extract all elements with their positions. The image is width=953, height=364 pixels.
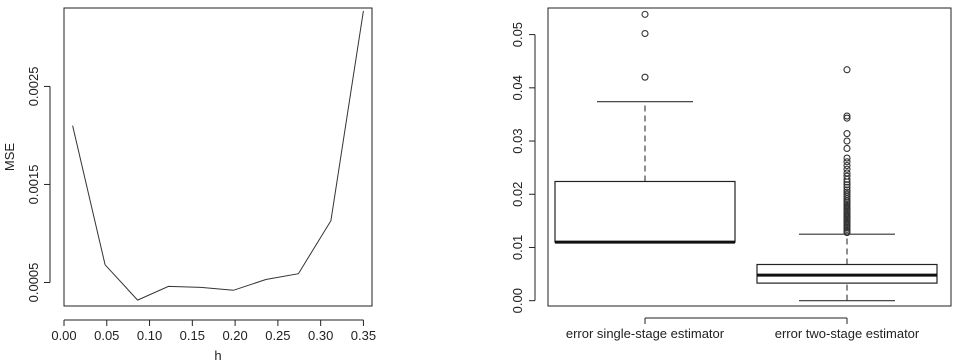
outlier-point (641, 10, 649, 18)
left-x-tick-label: 0.10 (137, 328, 162, 343)
left-y-axis-title: MSE (2, 143, 17, 172)
right-y-tick-label: 0.02 (510, 182, 525, 207)
outlier-point (843, 165, 851, 173)
outlier-point (843, 114, 851, 122)
outlier-point (843, 112, 851, 120)
outlier-point (843, 169, 851, 177)
left-y-tick-label: 0.0015 (26, 165, 41, 205)
right-category-label: error single-stage estimator (566, 326, 725, 341)
left-x-tick-label: 0.00 (51, 328, 76, 343)
outlier-point (641, 73, 649, 81)
outlier-point (843, 66, 851, 74)
outlier-point (843, 181, 851, 189)
mse-line-chart: 0.00 0.05 0.10 0.15 0.20 0.25 0.30 0.35 0.0005 0.… (2, 7, 376, 363)
right-y-tick-label: 0.00 (510, 288, 525, 313)
outlier-point (843, 130, 851, 138)
mse-series-line (72, 10, 364, 301)
left-x-tick-label: 0.05 (94, 328, 119, 343)
left-plot-frame (63, 7, 373, 307)
right-y-tick-label: 0.03 (510, 128, 525, 153)
right-category-label: error two-stage estimator (775, 326, 920, 341)
left-x-tick-label: 0.35 (351, 328, 376, 343)
outlier-point (843, 161, 851, 170)
left-x-tick-label: 0.25 (265, 328, 290, 343)
outlier-point (843, 137, 851, 145)
right-y-tick-label: 0.05 (510, 22, 525, 47)
left-y-tick-label: 0.0025 (26, 67, 41, 107)
outlier-point (641, 29, 649, 38)
iqr-box (554, 180, 736, 243)
left-x-tick-label: 0.20 (222, 328, 247, 343)
outlier-point (843, 186, 851, 194)
outlier-point (843, 188, 851, 196)
error-boxplot-chart: 0.00 0.01 0.02 0.03 0.04 0.05 error single-sta… (510, 7, 952, 341)
right-plot-frame (547, 7, 952, 307)
outlier-point (843, 190, 851, 198)
left-x-tick-label: 0.15 (180, 328, 205, 343)
outlier-point (843, 183, 851, 191)
outlier-point (843, 172, 851, 180)
right-y-tick-label: 0.01 (510, 235, 525, 260)
left-y-tick-label: 0.0005 (26, 263, 41, 303)
left-x-tick-label: 0.30 (308, 328, 333, 343)
left-x-axis-title: h (214, 348, 221, 363)
right-y-tick-label: 0.04 (510, 75, 525, 100)
outlier-point (843, 154, 851, 162)
outlier-point (843, 158, 851, 166)
outlier-point (843, 144, 851, 153)
